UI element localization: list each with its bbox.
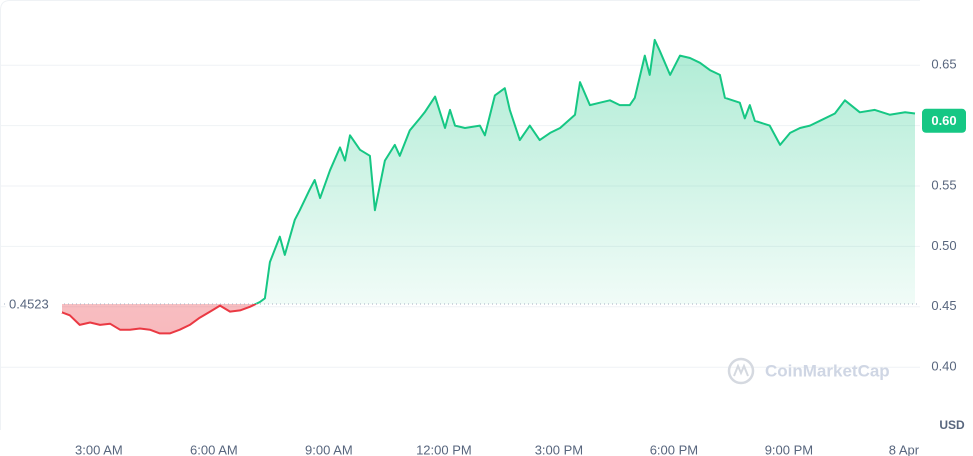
x-tick-label: 6:00 AM [190, 442, 238, 456]
current-price-label: 0.60 [931, 113, 956, 128]
current-price-badge [922, 108, 966, 133]
x-tick-label: 9:00 AM [305, 442, 353, 456]
x-tick-label: 12:00 PM [416, 442, 472, 456]
area-down [59, 304, 915, 334]
x-tick-label: 3:00 AM [75, 442, 123, 456]
price-line-down [59, 304, 259, 335]
area-up [255, 39, 915, 305]
x-tick-label: 9:00 PM [765, 442, 813, 456]
x-tick-label: 6:00 PM [650, 442, 698, 456]
watermark: CoinMarketCap [727, 357, 890, 385]
y-tick-label: 0.55 [931, 177, 956, 192]
x-tick-label: 8 Apr [889, 442, 920, 456]
y-tick-label: 0.50 [931, 238, 956, 253]
baseline-label: 0.4523 [9, 296, 49, 311]
unit-label: USD [939, 418, 965, 432]
baseline-label-bg [6, 295, 62, 314]
y-tick-label: 0.65 [931, 57, 956, 72]
frame [0, 0, 920, 430]
watermark-text: CoinMarketCap [765, 361, 890, 380]
x-tick-label: 3:00 PM [535, 442, 583, 456]
y-tick-label: 0.45 [931, 298, 956, 313]
y-tick-label: 0.40 [931, 359, 956, 374]
price-line-up [253, 38, 916, 305]
